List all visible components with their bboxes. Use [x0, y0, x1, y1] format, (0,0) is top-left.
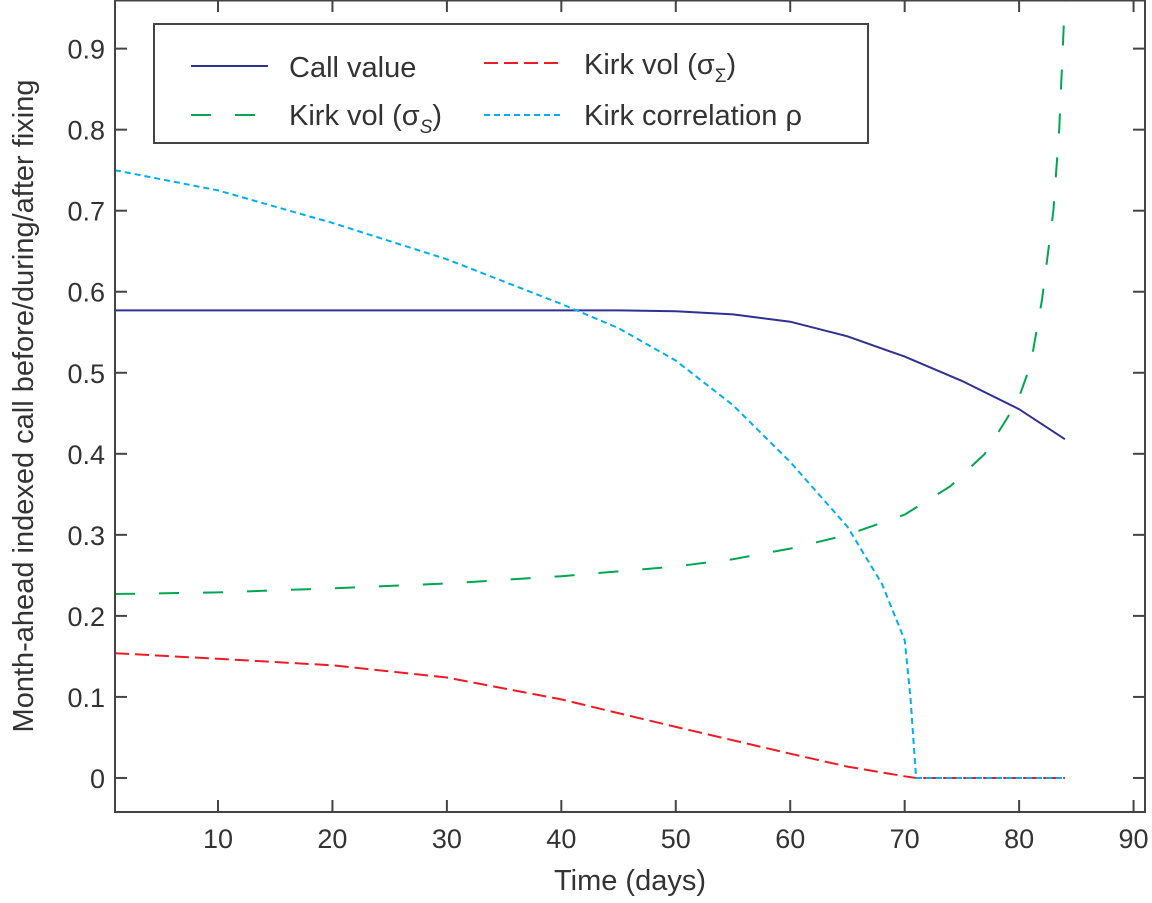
legend: Call value Kirk vol (σΣ) Kirk vol (σS) K…	[153, 23, 869, 144]
y-tick-label: 0.9	[67, 35, 105, 65]
axis-ticks: 10 20 30 40 50 60 70 80 90 0 0.1 0.2 0.3 0.4 0.5 0.6 0.7…	[67, 0, 1149, 854]
series-line-kirk-vol-sigma-sigma	[115, 652, 1065, 779]
y-tick-label: 0.4	[67, 440, 105, 470]
y-tick-label: 0	[90, 764, 105, 794]
plot-frame	[114, 0, 1146, 813]
y-tick-label: 0.5	[67, 359, 105, 389]
legend-label-kirk-correlation: Kirk correlation ρ	[584, 100, 802, 132]
y-tick-label: 0.8	[67, 116, 105, 146]
y-tick-label: 0.3	[67, 521, 105, 551]
legend-label-kirk-vol-sigma: Kirk vol (σΣ)	[584, 49, 736, 87]
x-axis-label: Time (days)	[554, 865, 706, 897]
x-tick-label: 60	[775, 824, 805, 854]
x-tick-label: 10	[203, 824, 233, 854]
series-line-kirk-vol-sigma-s	[115, 0, 1066, 595]
y-tick-label: 0.2	[67, 602, 105, 632]
y-tick-label: 0.7	[67, 197, 105, 227]
y-tick-label: 0.6	[67, 278, 105, 308]
series-line-call-value	[115, 309, 1066, 441]
y-axis-label: Month-ahead indexed call before/during/a…	[8, 80, 40, 733]
x-tick-label: 50	[661, 824, 691, 854]
x-tick-label: 90	[1119, 824, 1149, 854]
x-tick-label: 20	[317, 824, 347, 854]
legend-box	[153, 23, 869, 144]
x-tick-label: 40	[546, 824, 576, 854]
series-line-kirk-correlation-rho	[115, 169, 1065, 779]
legend-label-call-value: Call value	[289, 52, 416, 84]
x-tick-label: 30	[432, 824, 462, 854]
legend-label-kirk-vol-s: Kirk vol (σS)	[289, 100, 442, 138]
y-tick-label: 0.1	[67, 683, 105, 713]
x-tick-label: 80	[1004, 824, 1034, 854]
series-lines	[115, 0, 1066, 779]
x-tick-label: 70	[890, 824, 920, 854]
